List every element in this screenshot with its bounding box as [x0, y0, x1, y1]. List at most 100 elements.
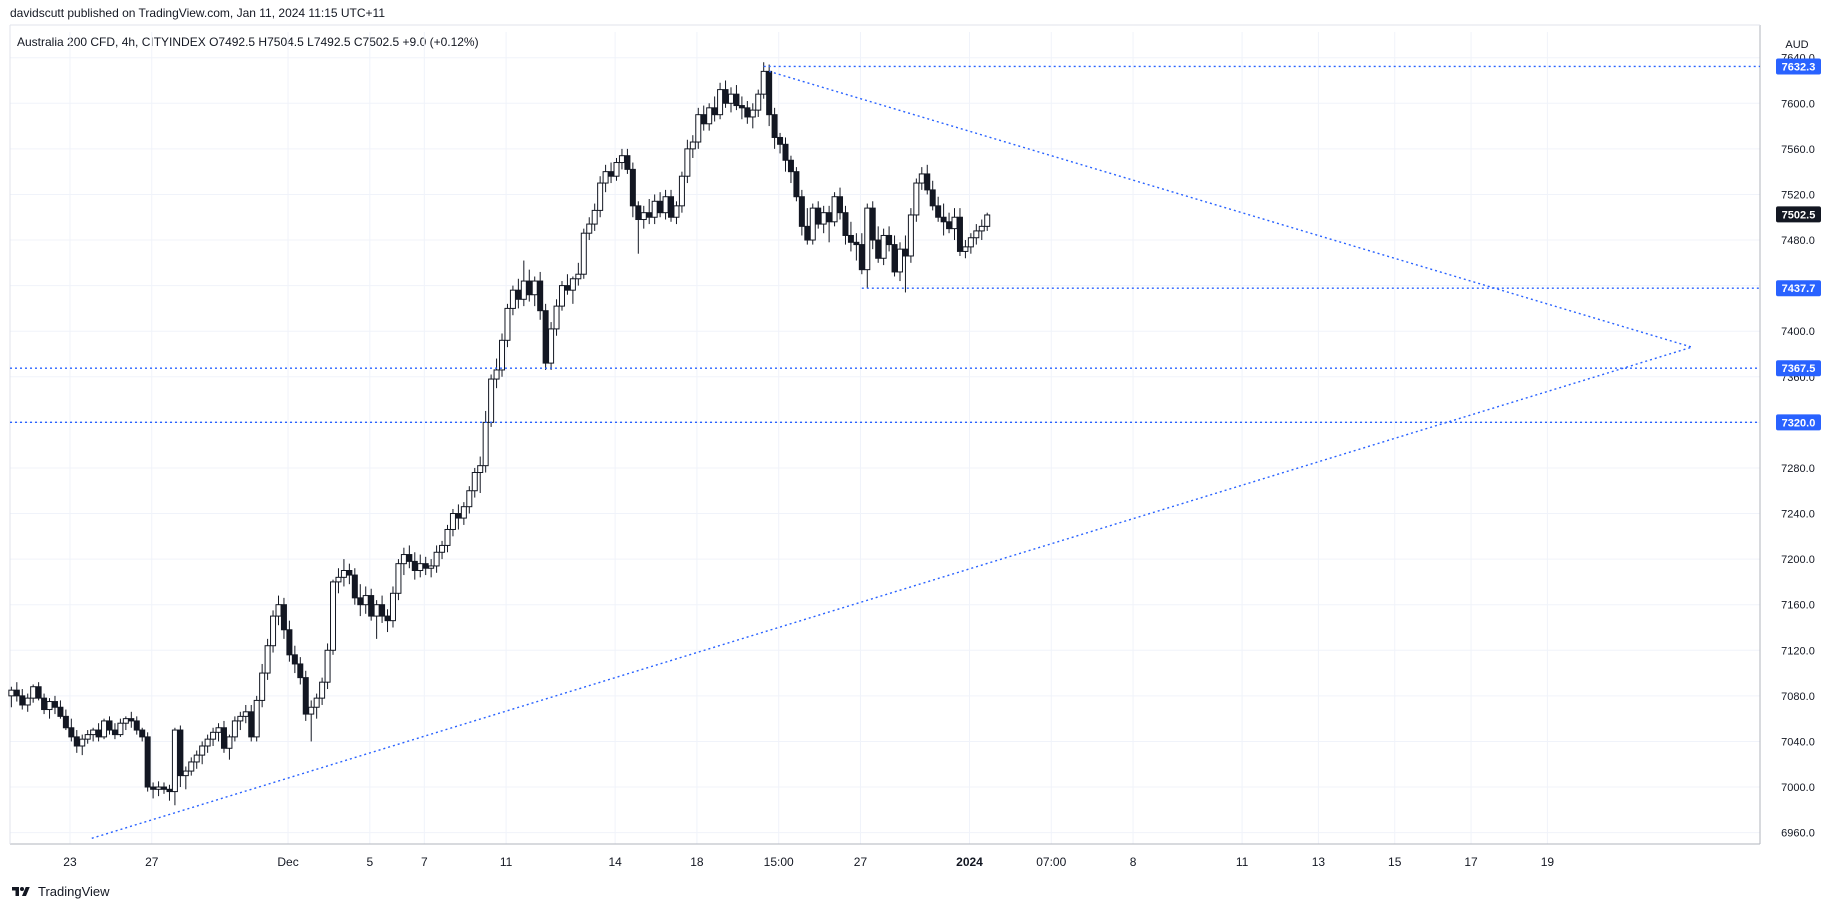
candle[interactable] — [220, 720, 227, 753]
candle[interactable] — [62, 709, 69, 731]
candle[interactable] — [286, 620, 293, 662]
candle[interactable] — [651, 194, 658, 225]
candle[interactable] — [978, 219, 985, 241]
candle[interactable] — [95, 723, 102, 742]
candle[interactable] — [128, 711, 135, 728]
candle[interactable] — [428, 559, 435, 578]
candle[interactable] — [847, 221, 854, 252]
candle[interactable] — [640, 205, 647, 229]
candle[interactable] — [804, 208, 811, 245]
candle[interactable] — [913, 178, 920, 222]
candle[interactable] — [215, 723, 222, 742]
candle[interactable] — [815, 201, 822, 229]
candle[interactable] — [586, 217, 593, 241]
candle[interactable] — [488, 374, 495, 427]
candle[interactable] — [749, 103, 756, 129]
candle[interactable] — [777, 132, 784, 154]
candle[interactable] — [73, 730, 80, 753]
candle[interactable] — [13, 682, 20, 702]
candle[interactable] — [280, 597, 287, 639]
candle[interactable] — [275, 595, 282, 626]
candle[interactable] — [558, 281, 565, 311]
candle[interactable] — [351, 568, 358, 605]
candle[interactable] — [608, 162, 615, 184]
candle[interactable] — [984, 212, 991, 231]
candle[interactable] — [766, 64, 773, 127]
candle[interactable] — [646, 199, 653, 225]
candle[interactable] — [84, 730, 91, 744]
candle[interactable] — [340, 559, 347, 587]
candle[interactable] — [956, 208, 963, 256]
candle[interactable] — [509, 285, 516, 316]
candle[interactable] — [433, 545, 440, 573]
candle[interactable] — [613, 157, 620, 181]
candle[interactable] — [597, 176, 604, 218]
candle[interactable] — [673, 201, 680, 225]
candle[interactable] — [270, 610, 277, 653]
candle[interactable] — [264, 638, 271, 680]
candle[interactable] — [771, 107, 778, 149]
candle[interactable] — [722, 80, 729, 108]
candle[interactable] — [46, 698, 53, 719]
candle[interactable] — [537, 271, 544, 320]
candle[interactable] — [869, 201, 876, 250]
candle[interactable] — [657, 192, 664, 218]
candle[interactable] — [101, 718, 108, 740]
candle[interactable] — [297, 657, 304, 685]
candle[interactable] — [395, 559, 402, 601]
candle[interactable] — [706, 103, 713, 131]
candle[interactable] — [967, 233, 974, 254]
candle[interactable] — [161, 782, 168, 794]
tradingview-logo-icon[interactable] — [10, 885, 32, 899]
candle[interactable] — [564, 274, 571, 295]
candle[interactable] — [831, 192, 838, 227]
candle[interactable] — [973, 224, 980, 245]
candle[interactable] — [902, 235, 909, 293]
candle[interactable] — [51, 695, 58, 715]
candle[interactable] — [520, 260, 527, 307]
candle[interactable] — [400, 547, 407, 576]
candle[interactable] — [896, 242, 903, 282]
candle[interactable] — [477, 456, 484, 494]
candle[interactable] — [144, 732, 151, 792]
candle[interactable] — [635, 201, 642, 254]
candle[interactable] — [41, 693, 48, 715]
candle[interactable] — [291, 645, 298, 674]
candle[interactable] — [499, 333, 506, 377]
candle[interactable] — [444, 524, 451, 553]
candle[interactable] — [700, 105, 707, 131]
candle[interactable] — [891, 235, 898, 277]
candle[interactable] — [575, 262, 582, 286]
candle[interactable] — [924, 164, 931, 195]
candle[interactable] — [793, 167, 800, 202]
candle[interactable] — [411, 552, 418, 580]
candle[interactable] — [335, 568, 342, 594]
candle[interactable] — [629, 162, 636, 218]
candle[interactable] — [553, 299, 560, 336]
candle[interactable] — [695, 107, 702, 149]
candle[interactable] — [111, 723, 118, 740]
candle[interactable] — [226, 734, 233, 760]
candle[interactable] — [308, 700, 315, 742]
candle[interactable] — [515, 278, 522, 309]
candle[interactable] — [379, 595, 386, 623]
candle[interactable] — [711, 96, 718, 122]
candle[interactable] — [439, 540, 446, 560]
candle[interactable] — [177, 725, 184, 788]
candle[interactable] — [330, 579, 337, 655]
candle[interactable] — [864, 203, 871, 288]
candle[interactable] — [684, 139, 691, 184]
candle[interactable] — [531, 276, 538, 307]
candle[interactable] — [798, 189, 805, 236]
candle[interactable] — [231, 716, 238, 742]
candle[interactable] — [171, 727, 178, 806]
candle[interactable] — [717, 82, 724, 120]
candle[interactable] — [193, 750, 200, 769]
candle[interactable] — [951, 208, 958, 241]
candle[interactable] — [962, 240, 969, 259]
candle[interactable] — [313, 693, 320, 719]
candle[interactable] — [199, 741, 206, 765]
candle[interactable] — [935, 196, 942, 222]
candle[interactable] — [929, 180, 936, 211]
